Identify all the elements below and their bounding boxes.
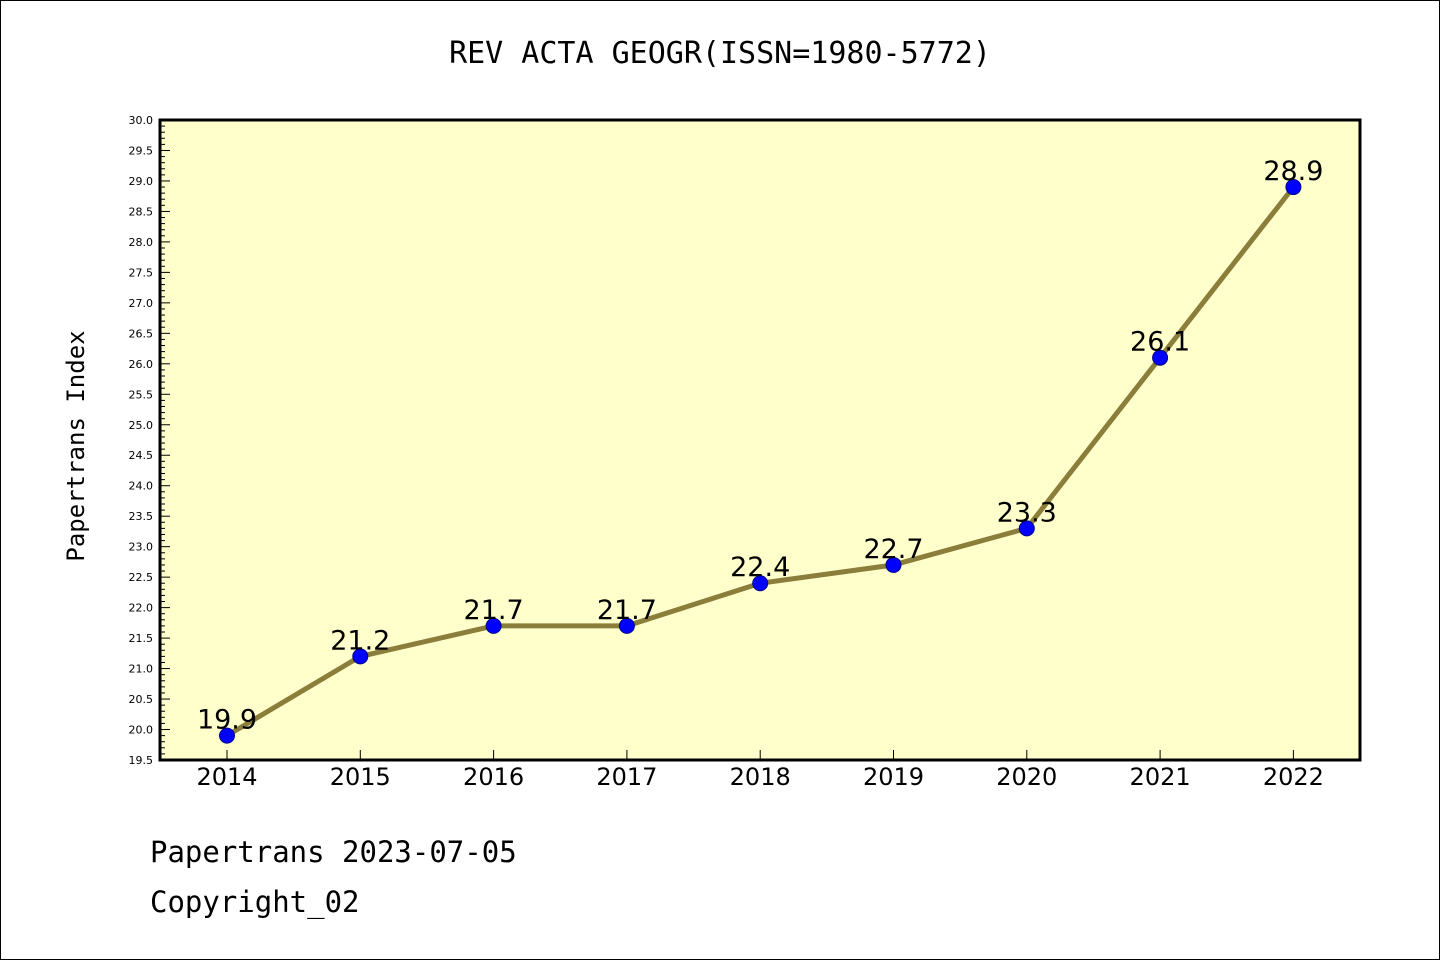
y-tick-label: 26.0 — [129, 358, 154, 371]
y-tick-label: 26.5 — [129, 327, 154, 340]
x-tick-label: 2014 — [196, 763, 257, 791]
y-tick-label: 27.0 — [129, 297, 154, 310]
y-tick-label: 28.5 — [129, 205, 154, 218]
y-tick-label: 21.5 — [129, 632, 154, 645]
x-tick-label: 2017 — [596, 763, 657, 791]
y-tick-label: 24.0 — [129, 480, 154, 493]
data-label: 19.9 — [197, 705, 257, 736]
data-label: 21.2 — [330, 625, 390, 656]
data-label: 28.9 — [1263, 156, 1323, 187]
data-markers — [219, 179, 1302, 744]
plot-area — [158, 118, 1362, 762]
data-point — [485, 617, 502, 634]
y-tick-label: 23.5 — [129, 510, 154, 523]
y-tick-label: 30.0 — [129, 114, 154, 127]
y-tick-label: 21.0 — [129, 663, 154, 676]
y-tick-label: 22.0 — [129, 602, 154, 615]
x-tick-label: 2018 — [730, 763, 791, 791]
data-label: 21.7 — [597, 595, 657, 626]
footer-copyright: Copyright_02 — [150, 885, 360, 919]
chart-title: REV ACTA GEOGR(ISSN=1980-5772) — [449, 36, 991, 71]
data-label: 22.4 — [730, 552, 790, 583]
data-point — [352, 648, 369, 665]
y-tick-label: 25.5 — [129, 388, 154, 401]
data-point — [752, 575, 769, 592]
y-tick-label: 19.5 — [129, 754, 154, 767]
y-tick-label: 25.0 — [129, 419, 154, 432]
x-axis: 2014 2015 2016 2017 2018 2019 2020 2021 2022 — [196, 750, 1324, 791]
data-label: 26.1 — [1130, 327, 1190, 358]
y-tick-label: 28.0 — [129, 236, 154, 249]
x-tick-label: 2019 — [863, 763, 924, 791]
x-tick-label: 2015 — [330, 763, 391, 791]
x-tick-label: 2021 — [1130, 763, 1191, 791]
y-tick-label: 23.0 — [129, 541, 154, 554]
footer-date: Papertrans 2023-07-05 — [150, 835, 517, 869]
y-tick-label: 29.5 — [129, 144, 154, 157]
x-tick-label: 2016 — [463, 763, 524, 791]
y-tick-label: 22.5 — [129, 571, 154, 584]
y-tick-label: 24.5 — [129, 449, 154, 462]
data-point — [1152, 349, 1169, 366]
data-label: 21.7 — [464, 595, 524, 626]
data-label: 22.7 — [863, 534, 923, 565]
y-tick-label: 20.0 — [129, 724, 154, 737]
data-labels: 19.9 21.2 21.7 21.7 22.4 22.7 23.3 26.1 28.9 — [197, 156, 1324, 736]
x-tick-label: 2020 — [996, 763, 1057, 791]
y-tick-label: 27.5 — [129, 266, 154, 279]
data-label: 23.3 — [997, 497, 1057, 528]
y-tick-label: 20.5 — [129, 693, 154, 706]
y-axis-label: Papertrans Index — [62, 330, 90, 561]
data-point — [1285, 179, 1302, 196]
data-point — [219, 727, 235, 744]
x-tick-label: 2022 — [1263, 763, 1324, 791]
data-point — [885, 556, 902, 573]
data-point — [1018, 520, 1035, 537]
y-tick-label: 29.0 — [129, 175, 154, 188]
y-axis: 19.5 20.0 20.5 21.0 21.5 22.0 22.5 23.0 23.5 24.0… — [129, 114, 170, 767]
data-point — [618, 617, 635, 634]
